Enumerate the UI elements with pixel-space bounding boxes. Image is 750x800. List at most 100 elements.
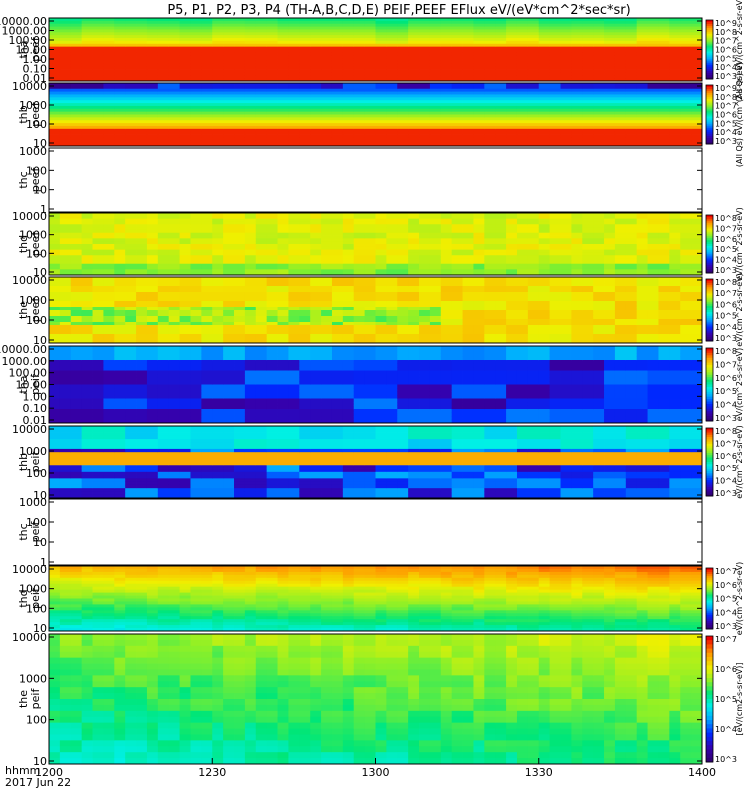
heatmap-cell [255,69,268,73]
heatmap-cell [255,313,268,317]
heatmap-cell [342,83,355,87]
heatmap-cell [266,304,278,308]
heatmap-cell [429,283,442,287]
heatmap-cell [49,229,61,234]
heatmap-cell [299,331,311,335]
heatmap-cell [462,78,474,82]
heatmap-cell [244,301,257,305]
heatmap-cell [157,63,170,68]
heatmap-cell [223,103,235,107]
heatmap-cell [440,43,453,48]
heatmap-cell [669,131,681,135]
heatmap-cell [114,120,126,124]
heatmap-cell [691,108,703,113]
heatmap-cell [70,298,83,302]
heatmap-cell [92,40,104,45]
heatmap-cell [92,307,104,311]
heatmap-cell [636,134,648,138]
heatmap-cell [408,258,420,262]
heatmap-cell [342,241,355,245]
heatmap-cell [114,286,126,290]
heatmap-cell [484,241,496,245]
heatmap-cell [212,334,224,338]
heatmap-cell [560,46,572,50]
heatmap-cell [397,215,409,220]
heatmap-cell [157,218,170,222]
heatmap-cell [560,38,572,42]
heatmap-cell [288,83,300,87]
heatmap-cell [223,78,235,82]
heatmap-cell [244,143,257,147]
colorbar-swatch [706,232,713,235]
heatmap-cell [70,221,83,225]
heatmap-cell [419,260,431,265]
heatmap-cell [234,111,246,115]
heatmap-cell [92,38,104,42]
heatmap-cell [680,108,692,113]
heatmap-cell [451,235,463,239]
heatmap-cell [299,289,311,293]
heatmap-cell [299,123,311,127]
heatmap-cell [408,304,420,308]
heatmap-cell [331,272,344,276]
heatmap-cell [321,252,333,256]
heatmap-cell [103,331,115,335]
heatmap-cell [364,310,376,314]
heatmap-cell [81,46,93,50]
heatmap-cell [59,26,72,30]
heatmap-cell [582,255,594,259]
heatmap-cell [103,55,115,59]
heatmap-cell [103,52,115,56]
heatmap-cell [255,334,268,338]
heatmap-cell [146,128,159,133]
colorbar-tick-label: 10^9 [715,19,737,28]
heatmap-cell [397,58,409,62]
heatmap-cell [582,241,594,245]
heatmap-cell [527,263,540,267]
colorbar-frame [705,214,714,274]
heatmap-cell [375,252,387,256]
heatmap-cell [582,218,594,222]
heatmap-cell [146,108,159,113]
heatmap-cell [234,69,246,73]
colorbar-tick-label: 10^7 [715,37,737,46]
heatmap-cell [680,266,692,270]
heatmap-cell [103,319,115,323]
heatmap-cell [136,334,148,338]
heatmap-cell [538,105,551,110]
heatmap-cell [49,298,61,302]
heatmap-cell [342,40,355,45]
heatmap-cell [331,29,344,33]
heatmap-cell [266,105,278,110]
heatmap-cell [495,91,507,95]
heatmap-cell [364,20,376,25]
heatmap-cell [277,52,289,56]
heatmap-cell [625,224,638,228]
heatmap-cell [484,266,496,270]
heatmap-cell [593,60,605,65]
heatmap-cell [157,255,170,259]
heatmap-cell [81,269,93,273]
heatmap-cell [560,114,572,118]
heatmap-cell [647,128,659,133]
heatmap-cell [614,52,627,56]
heatmap-cell [614,218,627,222]
heatmap-cell [114,252,126,256]
heatmap-cell [288,241,300,245]
heatmap-cell [59,229,72,234]
heatmap-cell [386,263,398,267]
heatmap-cell [527,114,540,118]
heatmap-cell [299,258,311,262]
heatmap-cell [157,55,170,59]
heatmap-cell [299,241,311,245]
heatmap-cell [331,18,344,22]
heatmap-cell [375,298,387,302]
heatmap-cell [451,35,463,39]
heatmap-cell [179,108,191,113]
heatmap-cell [342,60,355,65]
heatmap-cell [244,255,257,259]
heatmap-cell [691,49,703,53]
heatmap-cell [604,38,616,42]
heatmap-cell [375,58,387,62]
heatmap-cell [157,322,170,326]
